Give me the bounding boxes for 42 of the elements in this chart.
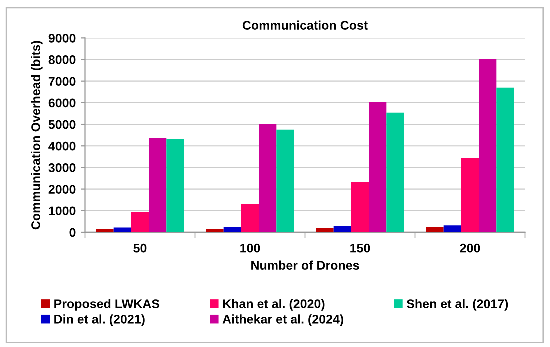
legend-label: Khan et al. (2020): [223, 299, 325, 311]
bar: [149, 138, 167, 232]
y-tick-label: 0: [70, 228, 76, 238]
y-tick-label: 2000: [48, 185, 76, 194]
y-tick-label: 5000: [48, 120, 76, 130]
y-tick-label: 1000: [49, 206, 76, 216]
y-tick-label: 6000: [48, 98, 76, 108]
bar: [461, 158, 480, 232]
legend-label: Proposed LWKAS: [54, 299, 160, 311]
x-tick-label: 150: [350, 244, 370, 253]
bar: [241, 204, 260, 232]
y-tick-label: 7000: [48, 77, 76, 86]
bar: [276, 130, 294, 232]
bar: [96, 229, 114, 232]
bar: [444, 226, 462, 232]
bar: [166, 139, 184, 232]
bar: [334, 226, 352, 232]
legend-label: Shen et al. (2017): [406, 299, 508, 311]
bar: [479, 59, 497, 232]
x-axis-title: Number of Drones: [252, 260, 360, 270]
y-tick-label: 4000: [48, 142, 76, 151]
x-tick-label: 200: [460, 244, 480, 253]
legend-label: Aithekar et al. (2024): [222, 314, 344, 326]
bar: [496, 88, 514, 232]
legend-label: Din et al. (2021): [54, 314, 145, 326]
x-tick-label: 100: [240, 244, 260, 253]
bar: [131, 212, 150, 232]
bar: [114, 228, 132, 232]
bar: [316, 228, 334, 232]
bar: [351, 182, 370, 232]
bar: [206, 229, 224, 232]
bar: [386, 112, 404, 232]
bar: [259, 124, 277, 232]
chart-title: Communication Cost: [242, 20, 368, 30]
bar: [426, 227, 444, 232]
bar: [369, 102, 387, 232]
y-tick-label: 9000: [48, 34, 76, 43]
bar: [224, 227, 242, 232]
y-tick-label: 8000: [48, 56, 76, 64]
y-axis-title: Communication Overhead (bits): [31, 41, 43, 230]
x-tick-label: 50: [134, 244, 147, 253]
y-tick-label: 3000: [48, 164, 76, 172]
